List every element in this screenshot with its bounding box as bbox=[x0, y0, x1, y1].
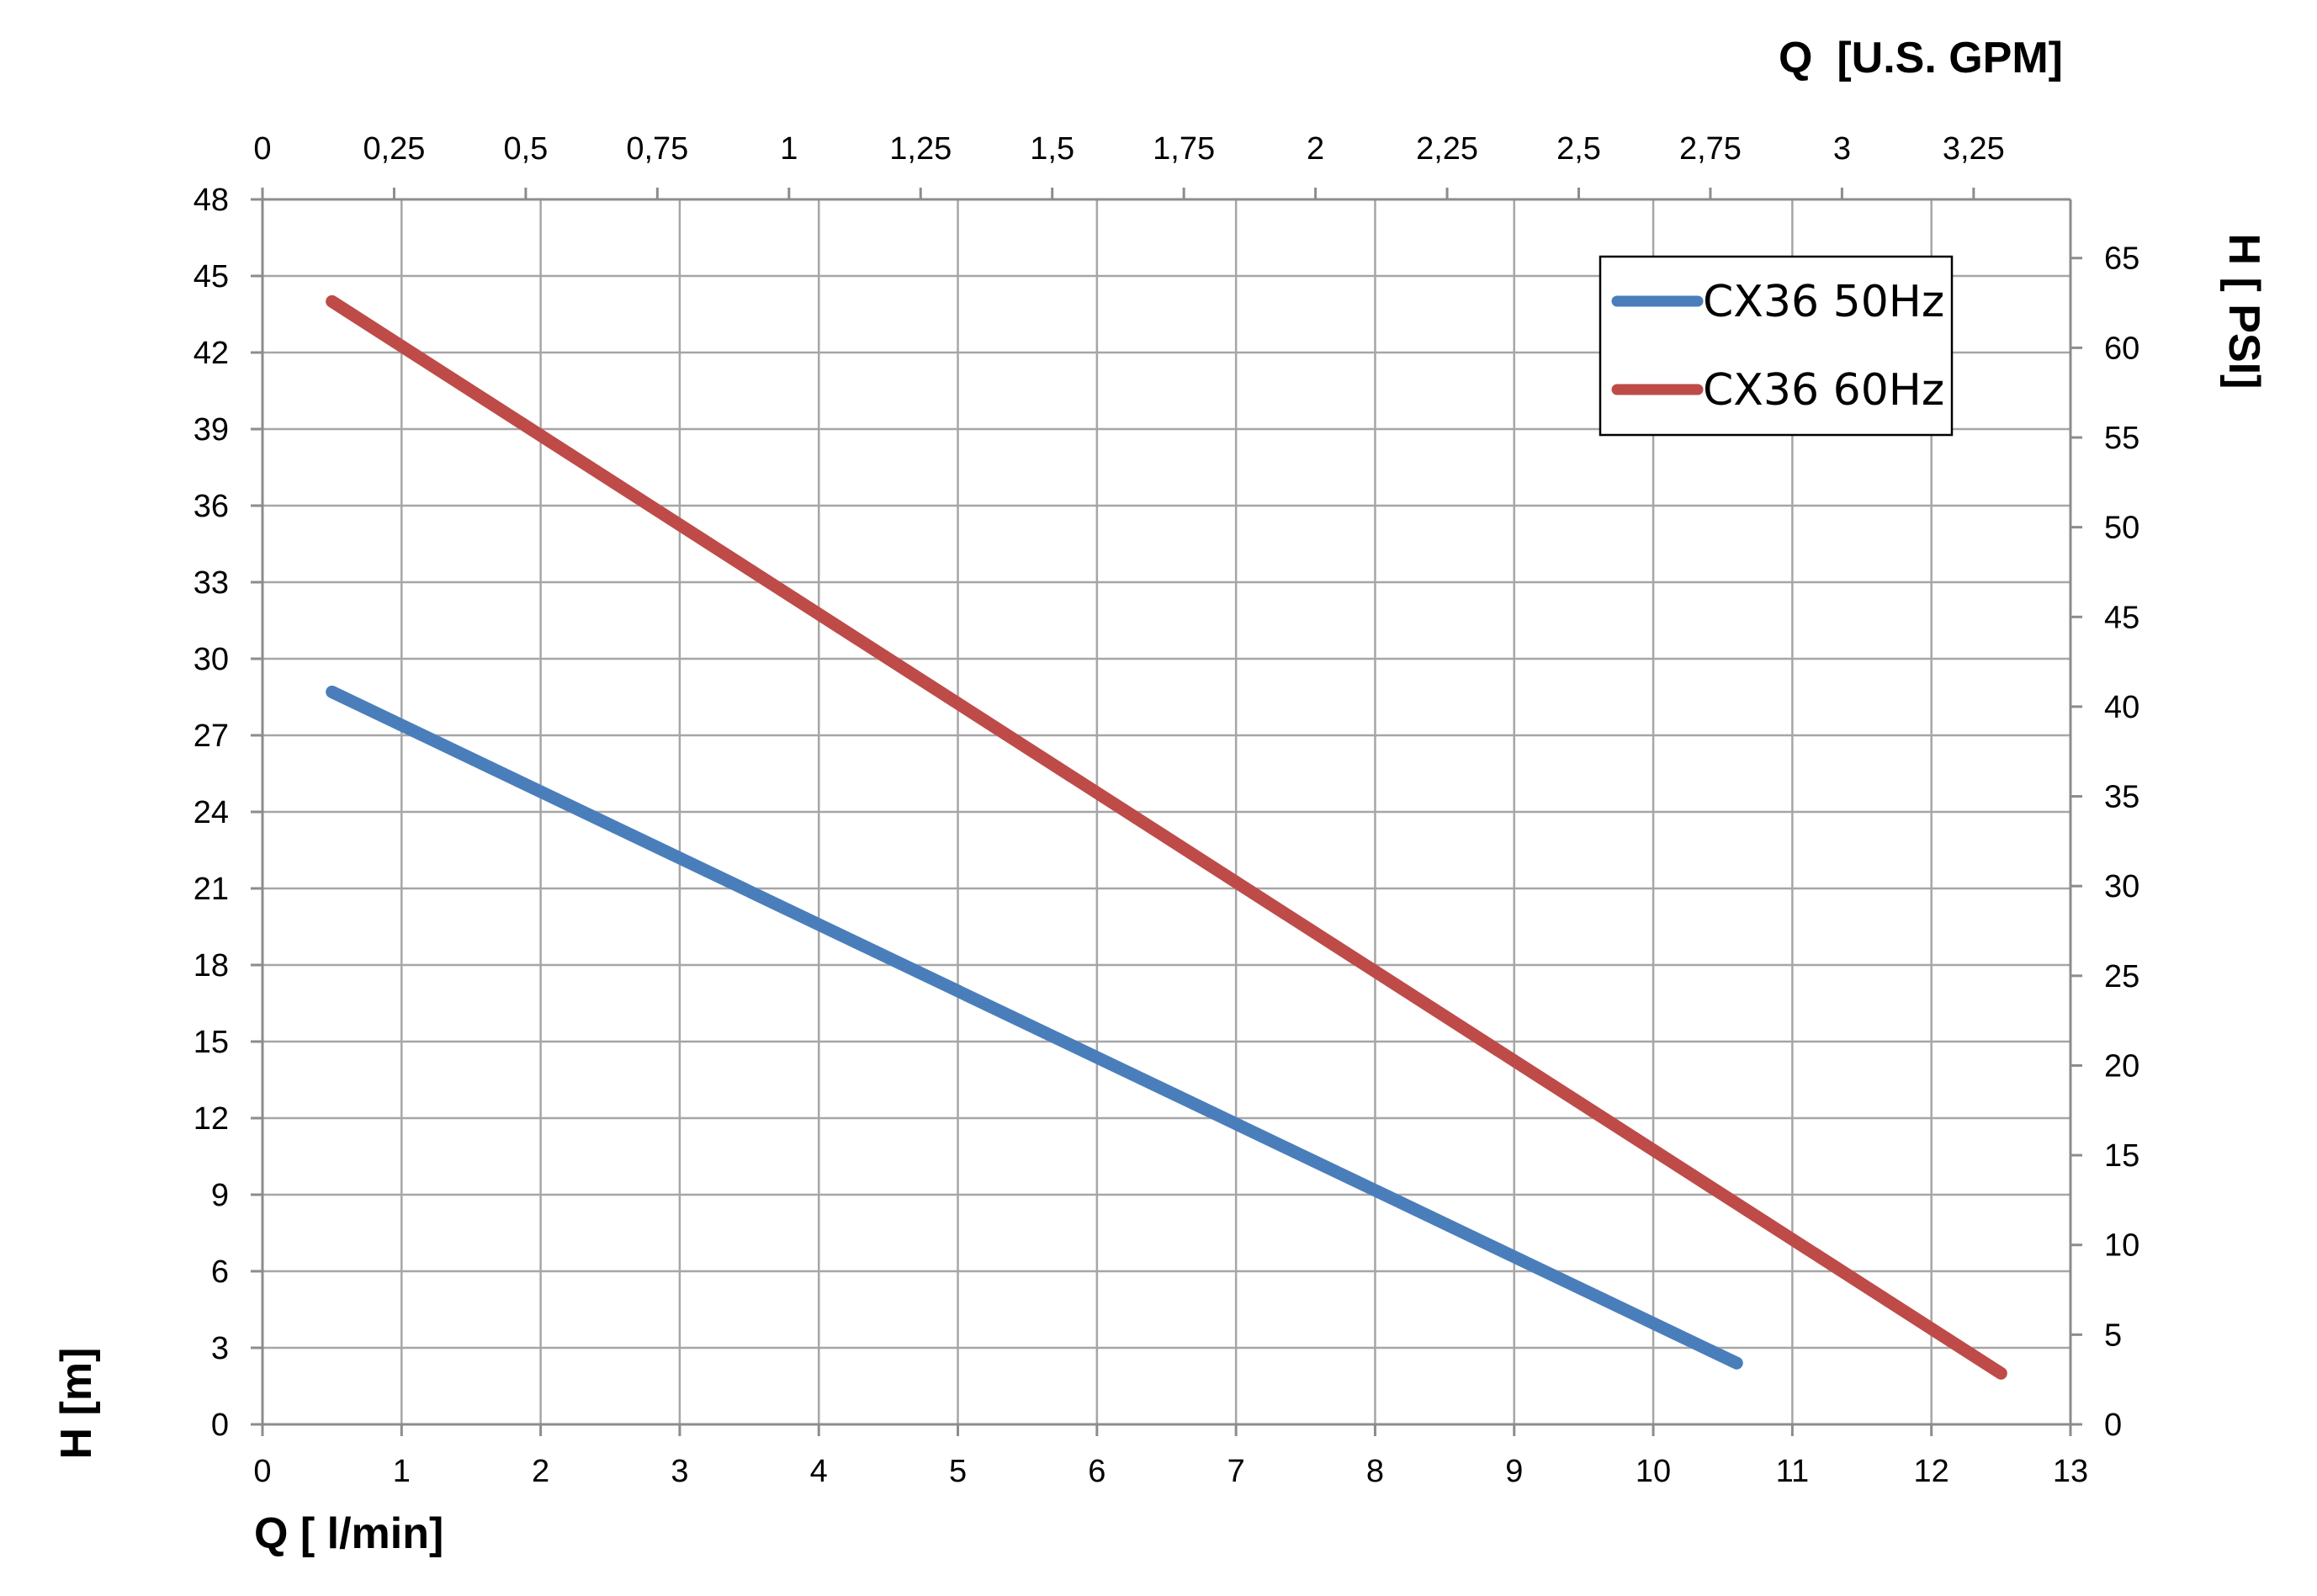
y2-tick-label: 55 bbox=[2104, 421, 2139, 456]
x-tick-label: 9 bbox=[1505, 1454, 1523, 1489]
y-tick-label: 21 bbox=[194, 872, 229, 907]
y2-tick-label: 30 bbox=[2104, 869, 2139, 904]
x2-tick-label: 0,5 bbox=[503, 131, 548, 167]
y2-tick-label: 65 bbox=[2104, 241, 2139, 277]
y-axis-title: H [m] bbox=[52, 1348, 101, 1460]
y-tick-label: 36 bbox=[194, 489, 229, 524]
y2-tick-label: 50 bbox=[2104, 511, 2139, 546]
x-axis-title: Q [ l/min] bbox=[254, 1509, 443, 1558]
series-lines bbox=[326, 294, 2007, 1380]
x-tick-label: 10 bbox=[1636, 1454, 1671, 1489]
x2-tick-label: 0,25 bbox=[363, 131, 425, 167]
y-tick-label: 3 bbox=[211, 1331, 229, 1366]
x-tick-label: 13 bbox=[2053, 1454, 2088, 1489]
x2-tick-label: 1,75 bbox=[1153, 131, 1215, 167]
legend: CX36 50Hz CX36 60Hz bbox=[1599, 255, 1954, 437]
y2-tick-label: 15 bbox=[2104, 1138, 2139, 1174]
y-tick-label: 33 bbox=[194, 565, 229, 601]
y-tick-label: 6 bbox=[211, 1254, 229, 1290]
x-tick-label: 1 bbox=[393, 1454, 411, 1489]
y-tick-label: 12 bbox=[194, 1101, 229, 1137]
x2-tick-label: 2,75 bbox=[1679, 131, 1742, 167]
x2-tick-label: 1,5 bbox=[1030, 131, 1074, 167]
tick-labels: 0 1 2 3 4 5 6 7 8 9 10 11 12 130369121518212427303336… bbox=[194, 131, 2140, 1489]
legend-box bbox=[1599, 255, 1954, 437]
y2-tick-label: 20 bbox=[2104, 1048, 2139, 1084]
x-tick-label: 7 bbox=[1227, 1454, 1245, 1489]
x-tick-label: 8 bbox=[1366, 1454, 1384, 1489]
series-line-60hz bbox=[326, 294, 2007, 1380]
x-tick-label: 12 bbox=[1914, 1454, 1949, 1489]
y2-tick-label: 45 bbox=[2104, 600, 2139, 635]
x2-tick-label: 3,25 bbox=[1943, 131, 2005, 167]
x-tick-label: 3 bbox=[671, 1454, 688, 1489]
y2-tick-label: 0 bbox=[2104, 1408, 2122, 1443]
x2-tick-label: 3 bbox=[1833, 131, 1851, 167]
y2-tick-label: 40 bbox=[2104, 690, 2139, 725]
x2-tick-label: 1 bbox=[780, 131, 798, 167]
y-tick-label: 15 bbox=[194, 1025, 229, 1060]
y-tick-label: 30 bbox=[194, 642, 229, 677]
y-tick-label: 18 bbox=[194, 948, 229, 984]
x-tick-label: 2 bbox=[532, 1454, 549, 1489]
x2-tick-label: 2,5 bbox=[1556, 131, 1601, 167]
series-line-50hz bbox=[326, 685, 1743, 1370]
x2-axis-title: Q [U.S. GPM] bbox=[1779, 34, 2063, 82]
x2-tick-label: 2 bbox=[1307, 131, 1324, 167]
x-tick-label: 4 bbox=[810, 1454, 828, 1489]
y-tick-label: 45 bbox=[194, 259, 229, 294]
y-tick-label: 27 bbox=[194, 718, 229, 754]
y2-axis-title: H [ PSI] bbox=[2219, 234, 2268, 390]
x2-tick-label: 1,25 bbox=[889, 131, 952, 167]
x2-tick-label: 0,75 bbox=[626, 131, 688, 167]
y-tick-label: 0 bbox=[211, 1408, 229, 1443]
y2-tick-label: 35 bbox=[2104, 780, 2139, 815]
y2-tick-label: 5 bbox=[2104, 1318, 2122, 1353]
x-tick-label: 5 bbox=[949, 1454, 967, 1489]
y-tick-label: 24 bbox=[194, 795, 229, 830]
y-tick-label: 9 bbox=[211, 1178, 229, 1213]
y-tick-label: 42 bbox=[194, 336, 229, 371]
y2-tick-label: 10 bbox=[2104, 1228, 2139, 1264]
y-tick-label: 48 bbox=[194, 183, 229, 218]
x-tick-label: 0 bbox=[253, 1454, 271, 1489]
x-tick-label: 11 bbox=[1776, 1454, 1809, 1489]
legend-label-60hz: CX36 60Hz bbox=[1703, 365, 1944, 416]
x2-tick-label: 2,25 bbox=[1416, 131, 1478, 167]
y2-tick-label: 25 bbox=[2104, 959, 2139, 994]
y-tick-label: 39 bbox=[194, 412, 229, 448]
legend-label-50hz: CX36 50Hz bbox=[1703, 277, 1944, 327]
y2-tick-label: 60 bbox=[2104, 331, 2139, 366]
axes bbox=[251, 188, 2082, 1436]
x-tick-label: 6 bbox=[1088, 1454, 1105, 1489]
x2-tick-label: 0 bbox=[253, 131, 271, 167]
